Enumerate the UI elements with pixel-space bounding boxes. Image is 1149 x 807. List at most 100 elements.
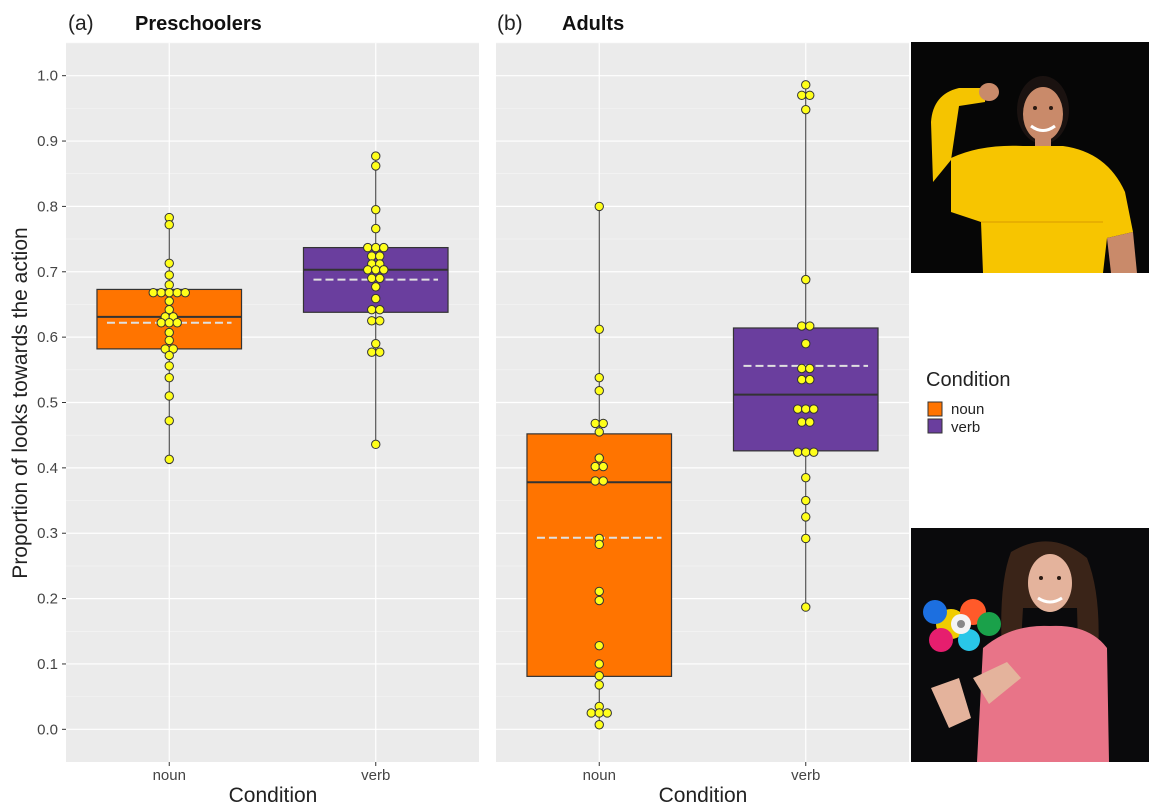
data-point xyxy=(164,335,174,346)
data-point xyxy=(164,287,174,298)
legend: Condition noun verb xyxy=(926,369,1011,436)
box-a-verb xyxy=(302,151,449,450)
y-axis-label: Proportion of looks towards the action xyxy=(9,227,32,578)
data-point xyxy=(371,439,381,450)
panel-b: noun verb (b) Adults Condition xyxy=(496,12,909,807)
data-point xyxy=(594,586,604,597)
data-point xyxy=(594,201,604,212)
data-point xyxy=(793,447,803,457)
data-point xyxy=(594,386,604,396)
data-point xyxy=(371,293,381,304)
data-point xyxy=(805,417,815,427)
data-point xyxy=(602,708,612,718)
data-point xyxy=(590,418,600,429)
box-body xyxy=(732,327,879,452)
data-point xyxy=(371,242,381,253)
data-point xyxy=(594,539,604,550)
data-point xyxy=(805,374,815,385)
data-point xyxy=(156,318,166,328)
data-point xyxy=(801,274,811,285)
legend-label-noun: noun xyxy=(951,401,984,418)
data-point xyxy=(375,251,385,261)
y-tick-label: 0.9 xyxy=(37,133,58,150)
data-point xyxy=(805,363,815,374)
data-point xyxy=(367,273,377,284)
data-point xyxy=(594,372,604,383)
y-tick-label: 0.6 xyxy=(37,329,58,346)
data-point xyxy=(801,495,811,506)
data-point xyxy=(598,476,608,486)
data-point xyxy=(594,680,604,690)
data-point xyxy=(164,296,174,306)
data-point xyxy=(164,318,174,328)
data-point xyxy=(180,287,190,298)
panel-a: 0.0 0.1 0.2 0.3 0.4 0.5 0.6 0.7 0.8 0.9 1.0 noun ve… xyxy=(9,12,479,807)
data-point xyxy=(371,161,381,171)
data-point xyxy=(594,324,604,334)
legend-swatch-noun xyxy=(927,401,943,417)
data-point xyxy=(375,347,385,357)
data-point xyxy=(598,461,608,472)
data-point xyxy=(797,417,807,427)
data-point xyxy=(164,350,174,361)
data-point xyxy=(801,404,811,414)
data-point xyxy=(164,220,174,230)
data-point xyxy=(801,104,811,115)
y-tick-label: 0.0 xyxy=(37,721,58,738)
data-point xyxy=(590,461,600,472)
data-point xyxy=(809,404,819,414)
data-point xyxy=(590,476,600,486)
data-point xyxy=(805,90,815,100)
data-point xyxy=(594,659,604,669)
y-tick-label: 0.1 xyxy=(37,656,58,673)
data-point xyxy=(801,472,811,483)
y-tick-label: 0.5 xyxy=(37,395,58,412)
data-point xyxy=(164,327,174,338)
data-point xyxy=(164,391,174,401)
data-point xyxy=(594,720,604,730)
data-point xyxy=(172,287,182,298)
y-tick-label: 1.0 xyxy=(37,68,58,85)
data-point xyxy=(805,321,815,331)
woman-flexing-arm-photo xyxy=(911,42,1149,273)
box-b-noun xyxy=(526,201,673,730)
data-point xyxy=(801,512,811,522)
data-point xyxy=(371,265,381,275)
data-point xyxy=(809,447,819,457)
panel-a-title: Preschoolers xyxy=(135,13,262,35)
data-point xyxy=(164,416,174,426)
data-point xyxy=(797,363,807,374)
data-point xyxy=(375,304,385,315)
data-point xyxy=(371,223,381,234)
data-point xyxy=(172,318,182,328)
data-point xyxy=(594,453,604,463)
data-point xyxy=(156,287,166,298)
data-point xyxy=(594,427,604,437)
legend-title: Condition xyxy=(926,369,1011,391)
data-point xyxy=(371,204,381,215)
x-tick-label-verb: verb xyxy=(361,767,390,784)
data-point xyxy=(797,321,807,331)
data-point xyxy=(797,90,807,100)
y-tick-label: 0.4 xyxy=(37,460,58,477)
box-b-verb xyxy=(732,80,879,612)
data-point xyxy=(164,270,174,280)
data-point xyxy=(801,338,811,349)
y-axis: 0.0 0.1 0.2 0.3 0.4 0.5 0.6 0.7 0.8 0.9 1.0 xyxy=(37,68,66,738)
data-point xyxy=(793,404,803,414)
data-point xyxy=(375,316,385,326)
woman-holding-toy-photo xyxy=(911,528,1149,762)
data-point xyxy=(367,251,377,261)
panel-b-title: Adults xyxy=(562,13,624,35)
data-point xyxy=(586,708,596,718)
data-point xyxy=(367,316,377,326)
panel-b-label: (b) xyxy=(497,12,523,35)
data-point xyxy=(164,361,174,371)
data-point xyxy=(379,242,389,253)
y-tick-label: 0.2 xyxy=(37,591,58,608)
data-point xyxy=(594,708,604,718)
panel-b-x-label: Condition xyxy=(659,784,748,807)
y-tick-label: 0.3 xyxy=(37,525,58,542)
data-point xyxy=(801,533,811,544)
panel-a-label: (a) xyxy=(68,12,94,35)
